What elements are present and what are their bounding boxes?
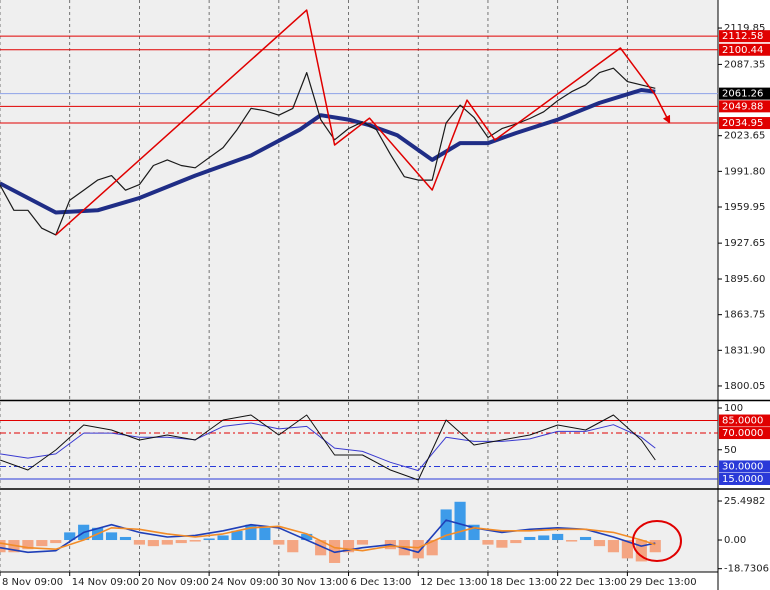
level-label: 2061.26 (722, 89, 763, 100)
level-label: 15.0000 (722, 474, 763, 485)
histogram-bar (217, 535, 229, 541)
histogram-bar (524, 536, 536, 541)
level-label-box (719, 427, 770, 440)
y-tick-label: 2087.35 (724, 59, 765, 70)
histogram-bar (259, 527, 271, 541)
y-tick-label: 2119.85 (724, 23, 765, 34)
level-label: 2049.88 (722, 101, 763, 112)
level-label-box (719, 100, 770, 113)
level-label: 85.0000 (722, 416, 763, 427)
level-label-box (719, 472, 770, 485)
x-tick-label: 12 Dec 13:00 (420, 577, 487, 588)
series-line (0, 67, 656, 236)
histogram-bar (203, 538, 215, 541)
histogram-bar (287, 540, 299, 553)
y-tick-label: 0.00 (724, 535, 746, 546)
x-tick-label: 29 Dec 13:00 (629, 577, 696, 588)
plot-background (0, 0, 718, 572)
histogram-bar (175, 540, 187, 544)
y-tick-label: 1991.80 (724, 166, 765, 177)
histogram-bar (22, 540, 34, 550)
series-line (55, 9, 671, 236)
histogram-bar (147, 540, 159, 547)
histogram-bar (621, 540, 633, 559)
histogram-bar (510, 540, 522, 544)
x-tick-label: 18 Dec 13:00 (490, 577, 557, 588)
y-tick-label: 50 (724, 445, 737, 456)
histogram-bar (161, 540, 173, 545)
series-line (0, 519, 656, 554)
histogram-bar (593, 540, 606, 547)
series-line (0, 525, 656, 552)
highlight-circle (632, 520, 682, 562)
level-label-box (719, 87, 770, 100)
y-tick-label: 1895.60 (724, 274, 765, 285)
histogram-bar (189, 540, 201, 542)
histogram-bar (50, 540, 62, 544)
histogram-bar (119, 536, 132, 541)
level-label-box (719, 117, 770, 130)
histogram-bar (36, 540, 48, 547)
histogram-bar (301, 533, 313, 541)
x-tick-label: 8 Nov 09:00 (2, 577, 63, 588)
y-tick-label: 1927.65 (724, 238, 765, 249)
histogram-bar (273, 540, 285, 545)
histogram-bar (64, 532, 76, 541)
histogram-bar (468, 524, 480, 541)
histogram-bar (538, 535, 550, 541)
histogram-bar (440, 509, 452, 541)
level-label: 2100.44 (722, 45, 763, 56)
histogram-bar (231, 530, 243, 541)
series-line (0, 422, 656, 472)
level-label: 2034.95 (722, 118, 763, 129)
histogram-bar (412, 540, 424, 559)
level-label: 70.0000 (722, 428, 763, 439)
y-tick-label: 1863.75 (724, 310, 765, 321)
histogram-bar (0, 540, 6, 553)
y-tick-label: 1831.90 (724, 345, 765, 356)
histogram-bar (342, 540, 355, 553)
histogram-bar (635, 540, 647, 562)
y-tick-label: 100 (724, 403, 743, 414)
histogram-bar (133, 540, 145, 545)
y-tick-label: 2023.65 (724, 131, 765, 142)
level-label: 2112.58 (722, 31, 763, 42)
x-tick-label: 20 Nov 09:00 (141, 577, 208, 588)
level-label-box (719, 414, 770, 427)
histogram-bar (454, 501, 466, 541)
histogram-bar (426, 540, 438, 556)
level-label: 30.0000 (722, 461, 763, 472)
level-label-box (719, 43, 770, 56)
histogram-bar (552, 533, 564, 541)
series-line (0, 414, 656, 481)
y-tick-label: 1959.95 (724, 202, 765, 213)
level-label-box (719, 460, 770, 473)
histogram-bar (579, 536, 592, 541)
histogram-bar (245, 524, 257, 541)
histogram-bar (607, 540, 620, 553)
histogram-bar (482, 540, 494, 545)
y-tick-label: -18.7306 (724, 564, 769, 575)
histogram-bar (315, 540, 327, 556)
y-tick-label: 1800.05 (724, 381, 765, 392)
histogram-bar (356, 540, 369, 545)
histogram-bar (105, 532, 118, 541)
level-label-box (719, 30, 770, 43)
x-tick-label: 6 Dec 13:00 (351, 577, 412, 588)
x-tick-label: 22 Dec 13:00 (560, 577, 627, 588)
x-tick-label: 14 Nov 09:00 (72, 577, 139, 588)
x-tick-label: 30 Nov 13:00 (281, 577, 348, 588)
histogram-bar (566, 540, 578, 542)
x-tick-label: 24 Nov 09:00 (211, 577, 278, 588)
histogram-bar (496, 540, 508, 548)
histogram-bar (649, 540, 661, 553)
y-tick-label: 25.4982 (724, 496, 765, 507)
